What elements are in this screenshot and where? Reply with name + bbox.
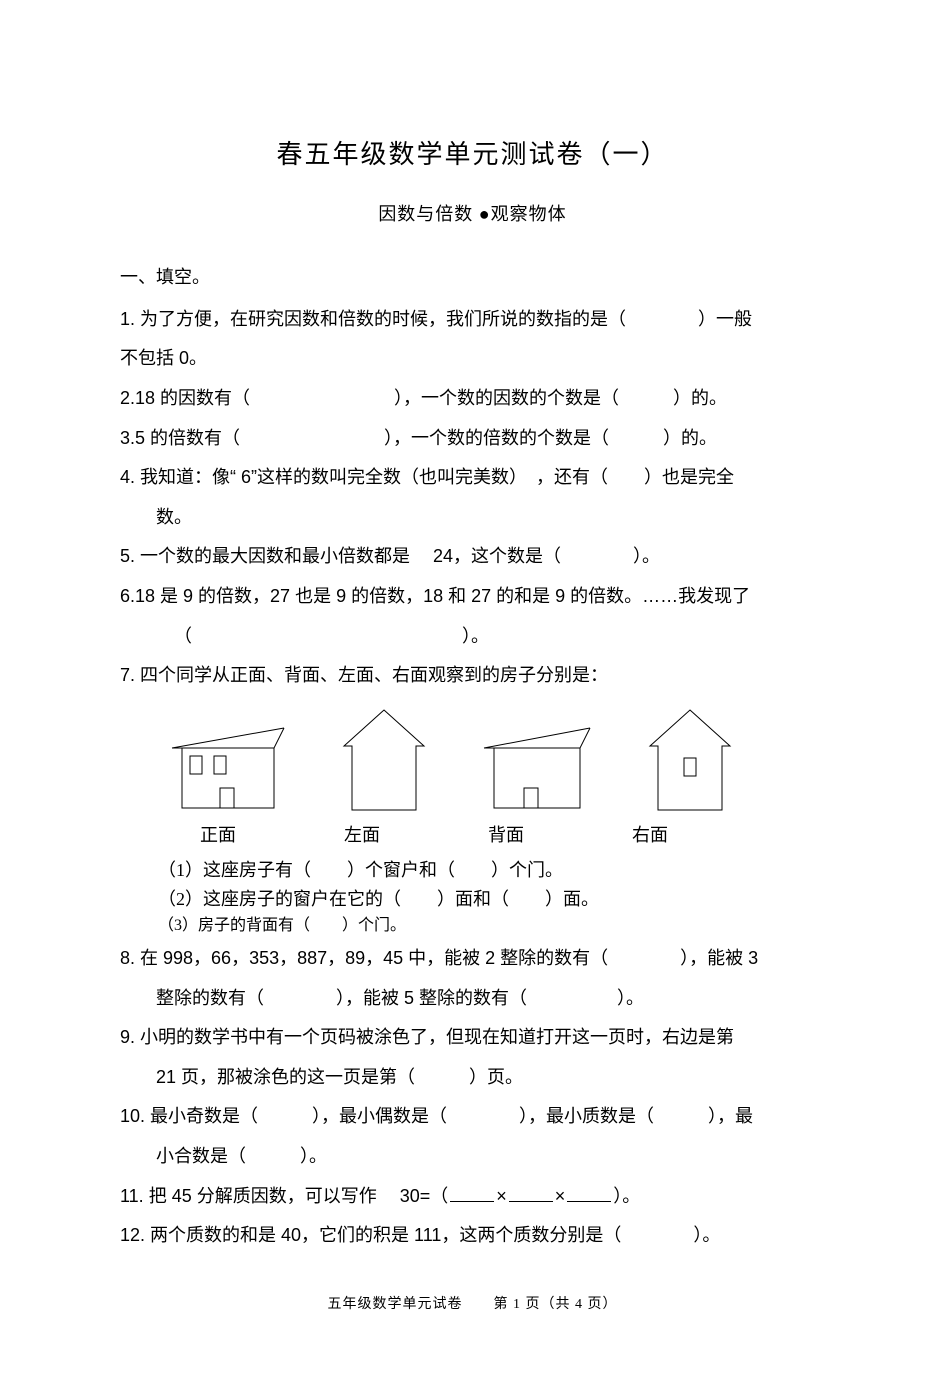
- footer-b: 第 1 页（共 4 页）: [494, 1297, 618, 1312]
- footer-a: 五年级数学单元试卷: [328, 1297, 463, 1312]
- q1-line2: 不包括 0。: [120, 339, 825, 379]
- q6-line2: （ ）。: [120, 617, 825, 657]
- q11-mul1: ×: [496, 1186, 507, 1206]
- house-back-icon: [480, 714, 594, 814]
- q11-mul2: ×: [555, 1186, 566, 1206]
- view-labels-row: 正面 左面 背面 右面: [120, 818, 825, 852]
- label-left: 左面: [344, 818, 380, 852]
- q1-line1: 1. 为了方便，在研究因数和倍数的时候，我们所说的数指的是（ ）一般: [120, 300, 825, 340]
- blank-underline-2: [509, 1184, 553, 1202]
- section-heading-1: 一、填空。: [120, 260, 825, 294]
- q7-3: （3）房子的背面有（ ）个门。: [120, 913, 825, 939]
- page-title: 春五年级数学单元测试卷（一）: [120, 130, 825, 179]
- house-left-icon: [338, 706, 430, 814]
- q3: 3.5 的倍数有（ ），一个数的倍数的个数是（ ）的。: [120, 419, 825, 459]
- q10-line2: 小合数是（ ）。: [120, 1137, 825, 1177]
- q10-line1: 10. 最小奇数是（ ），最小偶数是（ ），最小质数是（ ），最: [120, 1097, 825, 1137]
- q4-line1: 4. 我知道：像“ 6”这样的数叫完全数（也叫完美数） ，还有（ ）也是完全: [120, 458, 825, 498]
- q11-pre: 11. 把 45 分解质因数，可以写作 30=（: [120, 1186, 448, 1206]
- q9-line1: 9. 小明的数学书中有一个页码被涂色了，但现在知道打开这一页时，右边是第: [120, 1018, 825, 1058]
- page-subtitle: 因数与倍数 ●观察物体: [120, 197, 825, 231]
- blank-underline-1: [450, 1184, 494, 1202]
- q2: 2.18 的因数有（ ），一个数的因数的个数是（ ）的。: [120, 379, 825, 419]
- q7-2: （2）这座房子的窗户在它的（ ）面和（ ）面。: [120, 885, 825, 914]
- q7: 7. 四个同学从正面、背面、左面、右面观察到的房子分别是：: [120, 656, 825, 696]
- house-diagram-row: [120, 706, 825, 814]
- label-back: 背面: [488, 818, 524, 852]
- page-footer: 五年级数学单元试卷 第 1 页（共 4 页）: [120, 1292, 825, 1319]
- label-front: 正面: [200, 818, 236, 852]
- q11: 11. 把 45 分解质因数，可以写作 30=（ × × ）。: [120, 1177, 825, 1217]
- q12: 12. 两个质数的和是 40，它们的积是 111，这两个质数分别是（ ）。: [120, 1216, 825, 1256]
- q11-post: ）。: [613, 1186, 640, 1206]
- q4-line2: 数。: [120, 498, 825, 538]
- q8-line1: 8. 在 998，66，353，887，89，45 中，能被 2 整除的数有（ …: [120, 939, 825, 979]
- q6-line1: 6.18 是 9 的倍数，27 也是 9 的倍数，18 和 27 的和是 9 的…: [120, 577, 825, 617]
- blank-underline-3: [567, 1184, 611, 1202]
- q5: 5. 一个数的最大因数和最小倍数都是 24，这个数是（ ）。: [120, 537, 825, 577]
- q7-1: （1）这座房子有（ ）个窗户和（ ）个门。: [120, 856, 825, 885]
- q8-line2: 整除的数有（ ），能被 5 整除的数有（ ）。: [120, 979, 825, 1019]
- q9-line2: 21 页，那被涂色的这一页是第（ ）页。: [120, 1058, 825, 1098]
- label-right: 右面: [632, 818, 668, 852]
- house-front-icon: [168, 714, 288, 814]
- house-right-icon: [644, 706, 736, 814]
